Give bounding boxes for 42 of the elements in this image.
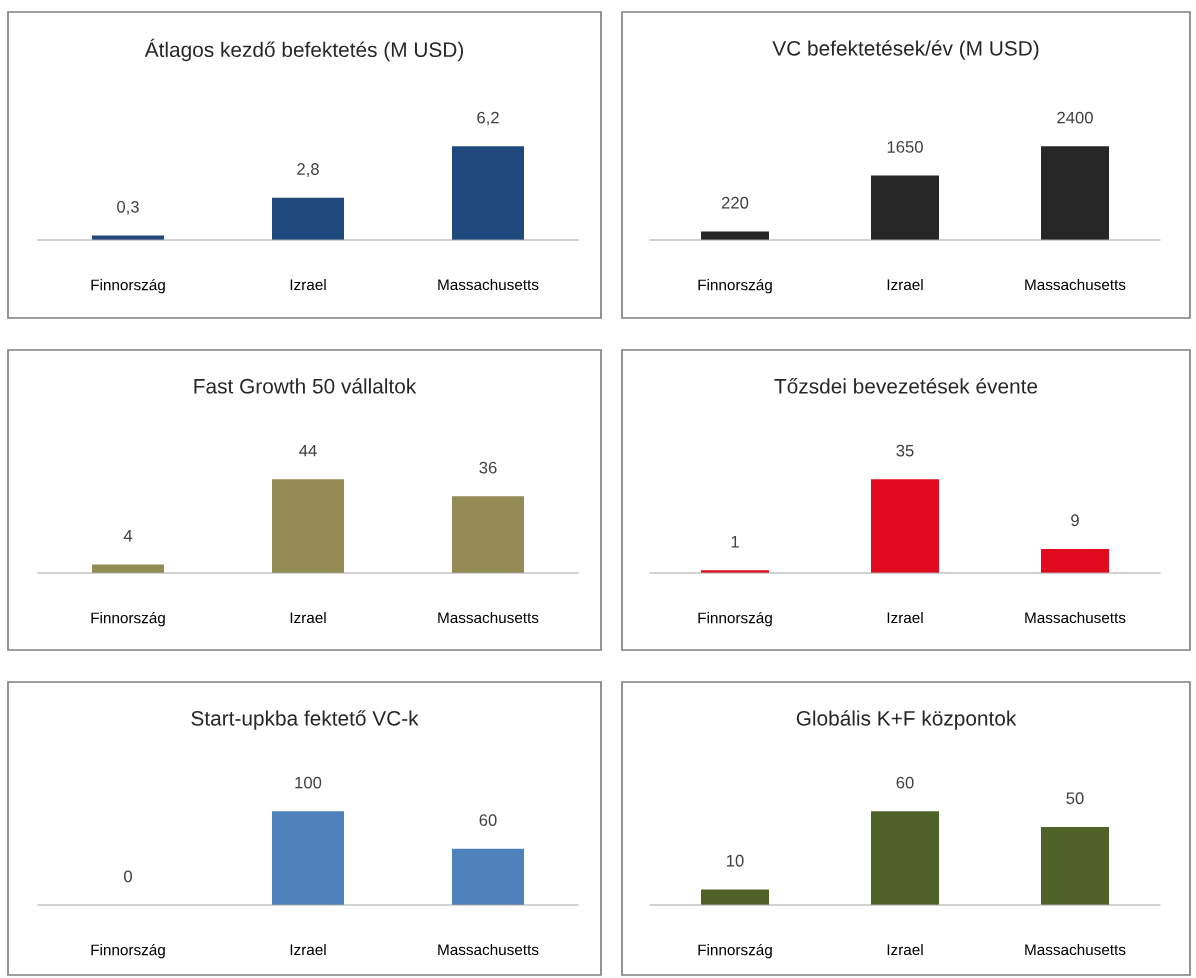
data-label: 2400 [1057, 111, 1093, 124]
x-tick-label: Finnország [91, 278, 165, 294]
chart-title: Átlagos kezdő befektetés (M USD) [144, 38, 464, 62]
data-label: 100 [295, 776, 322, 789]
data-label: 1650 [887, 141, 923, 153]
data-label: 35 [896, 444, 914, 457]
data-label: 50 [1066, 792, 1084, 805]
x-tick-label: Izrael [290, 278, 326, 291]
x-tick-label: Finnország [91, 611, 165, 627]
data-label: 0 [124, 870, 132, 883]
data-label: 9 [1071, 514, 1079, 527]
data-label: 44 [299, 444, 317, 457]
x-tick-label: Finnország [698, 943, 772, 959]
x-tick-label: Massachusetts [438, 611, 539, 624]
x-tick-label: Izrael [290, 611, 326, 624]
x-tick-label: Izrael [290, 943, 326, 956]
x-tick-label: Finnország [698, 611, 772, 627]
x-tick-label: Finnország [91, 943, 165, 959]
x-tick-label: Massachusetts [1025, 611, 1126, 624]
data-label: 2,8 [297, 163, 319, 177]
x-tick-label: Finnország [698, 278, 772, 294]
x-tick-label: Izrael [887, 943, 923, 956]
data-label: 0,3 [117, 200, 139, 215]
data-label: 1 [731, 535, 739, 548]
data-label: 10 [727, 854, 744, 867]
x-tick-label: Massachusetts [1025, 278, 1126, 291]
chart-title: Start-upkba fektető VC-k [191, 710, 419, 730]
x-tick-label: Massachusetts [438, 943, 539, 956]
x-tick-label: Massachusetts [438, 278, 539, 291]
chart-title: VC befektetések/év (M USD) [772, 40, 1039, 60]
x-tick-label: Izrael [887, 611, 923, 624]
x-tick-label: Massachusetts [1025, 943, 1126, 956]
data-label: 6,2 [477, 111, 499, 126]
chart-title: Tőzsdei bevezetések évente [774, 378, 1038, 394]
data-label: 60 [896, 776, 914, 789]
chart-title: Globális K+F központok [796, 710, 1017, 730]
data-label: 60 [479, 814, 497, 827]
data-label: 36 [479, 461, 497, 474]
data-label: 220 [721, 196, 749, 209]
chart-title: Fast Growth 50 vállaltok [194, 378, 417, 394]
x-tick-label: Izrael [887, 278, 923, 291]
data-label: 4 [123, 530, 133, 542]
